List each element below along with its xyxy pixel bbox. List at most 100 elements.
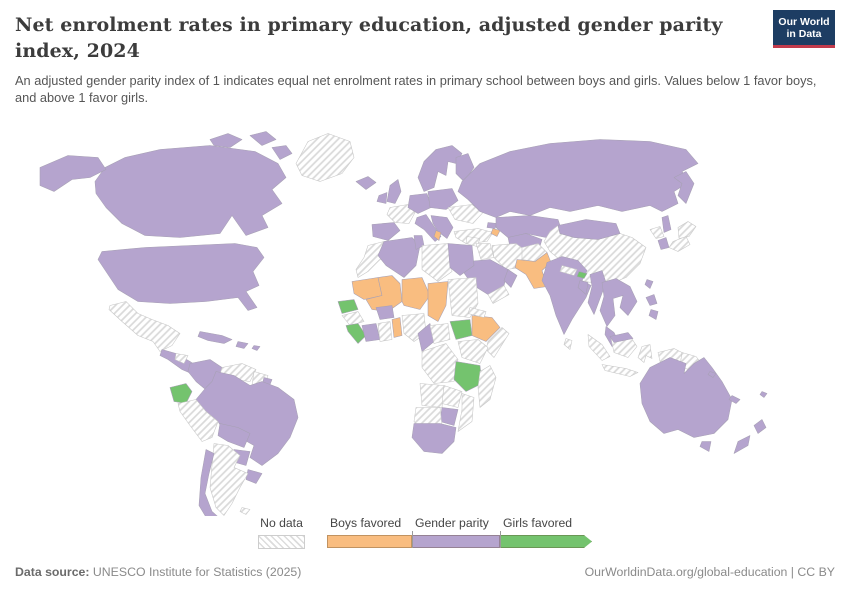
- country-greenland[interactable]: [295, 133, 355, 182]
- country-ecuador[interactable]: [169, 383, 193, 404]
- country-new-caledonia[interactable]: [728, 395, 741, 404]
- country-chile[interactable]: [198, 449, 221, 521]
- country-philippines[interactable]: [648, 309, 659, 320]
- country-iceland[interactable]: [355, 176, 377, 190]
- country-burkina-faso[interactable]: [375, 305, 395, 320]
- country-indochina[interactable]: [599, 278, 638, 327]
- country-ethiopia[interactable]: [471, 315, 501, 342]
- country-philippines[interactable]: [645, 294, 658, 306]
- country-fiji[interactable]: [759, 391, 768, 398]
- country-zambia[interactable]: [441, 385, 463, 408]
- country-caribbean[interactable]: [251, 345, 261, 351]
- country-australia[interactable]: [639, 357, 733, 438]
- country-new-zealand[interactable]: [753, 419, 767, 434]
- country-malaysia[interactable]: [609, 332, 634, 343]
- country-united-kingdom[interactable]: [386, 179, 402, 204]
- country-canada[interactable]: [94, 145, 287, 238]
- data-source-label: Data source:: [15, 565, 90, 579]
- country-indonesia[interactable]: [587, 334, 611, 361]
- country-egypt[interactable]: [447, 243, 475, 276]
- country-canada[interactable]: [209, 133, 243, 148]
- country-united-states[interactable]: [97, 243, 265, 311]
- country-solomon-islands[interactable]: [707, 371, 717, 378]
- country-peru[interactable]: [177, 399, 219, 442]
- country-united-states[interactable]: [39, 155, 107, 192]
- country-libya[interactable]: [421, 243, 453, 282]
- country-canada[interactable]: [271, 145, 293, 160]
- country-armenia[interactable]: [490, 228, 501, 237]
- country-central-african-republic[interactable]: [429, 323, 451, 344]
- country-iberia[interactable]: [371, 222, 401, 241]
- country-russia[interactable]: [661, 215, 672, 233]
- country-uruguay[interactable]: [245, 469, 263, 484]
- legend-swatch-boys-favored[interactable]: [327, 535, 412, 548]
- country-france[interactable]: [386, 204, 416, 224]
- country-taiwan[interactable]: [644, 279, 654, 289]
- country-falkland-islands[interactable]: [239, 507, 251, 515]
- country-ghana[interactable]: [377, 321, 393, 342]
- country-bhutan[interactable]: [576, 271, 588, 279]
- country-myanmar[interactable]: [587, 270, 607, 315]
- country-tanzania[interactable]: [453, 361, 483, 392]
- country-togo-benin[interactable]: [391, 317, 403, 338]
- country-south-korea[interactable]: [657, 237, 670, 250]
- country-guinea[interactable]: [341, 311, 365, 326]
- chart-footer: Data source: UNESCO Institute for Statis…: [15, 565, 835, 579]
- country-scandinavia[interactable]: [417, 145, 463, 192]
- country-turkey[interactable]: [453, 228, 494, 244]
- country-mongolia[interactable]: [557, 219, 621, 240]
- country-honduras[interactable]: [174, 353, 189, 364]
- country-iraq[interactable]: [475, 243, 495, 260]
- country-oman[interactable]: [503, 269, 518, 288]
- country-sri-lanka[interactable]: [563, 338, 573, 350]
- owid-logo[interactable]: Our World in Data: [773, 10, 835, 48]
- country-central-europe[interactable]: [407, 193, 432, 214]
- country-balkans[interactable]: [430, 215, 454, 239]
- country-mozambique[interactable]: [457, 393, 475, 432]
- country-ukraine[interactable]: [447, 204, 484, 224]
- country-uganda-kenya[interactable]: [457, 339, 489, 364]
- country-yemen[interactable]: [487, 285, 510, 304]
- legend-swatch-girls-favored[interactable]: [500, 535, 592, 548]
- legend-tick: [500, 531, 501, 548]
- country-bangladesh[interactable]: [577, 280, 589, 295]
- country-australia[interactable]: [699, 441, 712, 452]
- country-south-sudan[interactable]: [449, 319, 473, 340]
- country-mexico[interactable]: [108, 301, 181, 352]
- owid-citation-link[interactable]: OurWorldinData.org/global-education | CC…: [584, 565, 835, 579]
- country-sierra-leone-liberia[interactable]: [345, 323, 367, 344]
- country-madagascar[interactable]: [477, 365, 497, 408]
- country-eastern-europe[interactable]: [427, 188, 459, 210]
- country-algeria[interactable]: [377, 237, 421, 278]
- country-japan[interactable]: [668, 236, 691, 252]
- country-chad[interactable]: [427, 281, 449, 322]
- country-ireland[interactable]: [376, 192, 388, 204]
- country-new-zealand[interactable]: [733, 435, 751, 454]
- country-indonesia[interactable]: [601, 364, 639, 377]
- country-russia[interactable]: [673, 171, 695, 204]
- country-albania[interactable]: [433, 230, 442, 241]
- country-dr-congo[interactable]: [421, 343, 459, 384]
- country-zimbabwe[interactable]: [439, 407, 459, 426]
- country-japan[interactable]: [677, 221, 697, 239]
- country-niger[interactable]: [401, 277, 431, 310]
- country-argentina[interactable]: [209, 443, 249, 516]
- country-mauritania[interactable]: [351, 277, 383, 300]
- country-eritrea[interactable]: [467, 307, 487, 318]
- legend-swatch-gender-parity[interactable]: [412, 535, 500, 548]
- country-caribbean[interactable]: [235, 341, 249, 349]
- country-nepal[interactable]: [559, 265, 578, 276]
- country-georgia[interactable]: [486, 222, 498, 229]
- country-south-africa[interactable]: [411, 423, 457, 454]
- country-ivory-coast[interactable]: [361, 323, 381, 342]
- country-kazakhstan[interactable]: [495, 215, 563, 238]
- country-senegal[interactable]: [337, 299, 359, 314]
- country-north-korea[interactable]: [649, 226, 665, 239]
- country-bolivia[interactable]: [217, 423, 251, 448]
- country-canada[interactable]: [249, 131, 277, 146]
- country-cuba[interactable]: [197, 331, 233, 344]
- country-angola[interactable]: [419, 383, 445, 408]
- country-russia[interactable]: [457, 139, 699, 218]
- country-indonesia[interactable]: [637, 344, 653, 363]
- legend-swatch-no-data[interactable]: [258, 535, 305, 549]
